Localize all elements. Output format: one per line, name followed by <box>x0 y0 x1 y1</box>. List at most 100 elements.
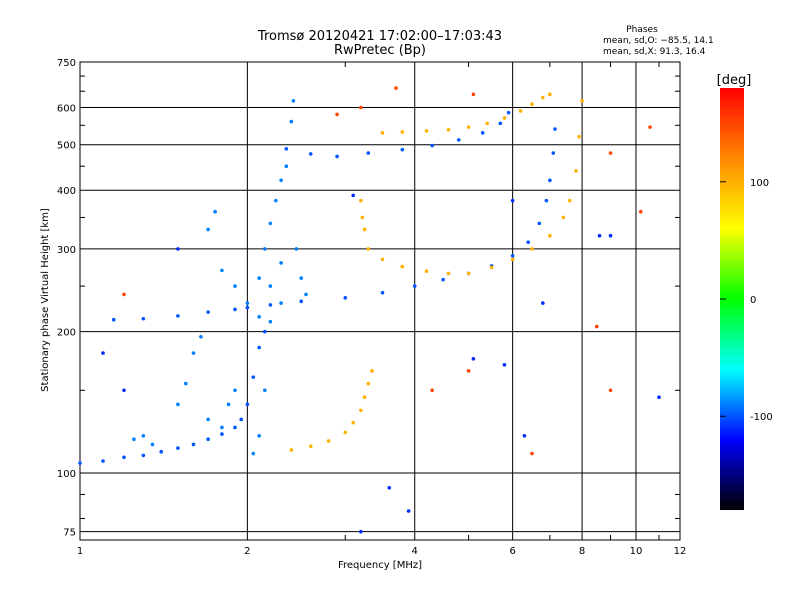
data-point <box>424 129 429 133</box>
data-point <box>279 301 283 305</box>
data-point <box>446 271 451 276</box>
data-point <box>226 402 231 407</box>
data-point <box>251 375 256 379</box>
data-point <box>466 125 471 129</box>
data-point <box>441 277 445 282</box>
data-point <box>335 154 339 159</box>
data-point <box>206 437 210 442</box>
x-tick-label: 4 <box>412 546 418 557</box>
data-point <box>176 314 180 318</box>
data-point <box>430 143 434 148</box>
data-point <box>351 193 355 198</box>
data-point <box>446 127 451 132</box>
data-point <box>471 92 476 97</box>
data-point <box>518 109 523 113</box>
data-point <box>111 317 116 322</box>
data-point <box>220 432 224 436</box>
data-point <box>608 388 613 393</box>
data-point <box>251 451 256 456</box>
data-point <box>366 381 371 386</box>
phase-stats-x: mean, sd,X: 91.3, 16.4 <box>603 47 706 57</box>
data-point <box>245 301 250 305</box>
data-point <box>308 152 313 156</box>
data-point <box>284 164 289 168</box>
data-point <box>233 284 237 288</box>
data-point <box>199 334 203 339</box>
data-point <box>206 227 210 232</box>
data-point <box>510 257 515 262</box>
data-point <box>141 434 146 438</box>
data-point <box>299 299 304 304</box>
data-point <box>412 284 417 288</box>
data-point <box>78 461 82 465</box>
data-point <box>220 425 224 430</box>
data-point <box>406 509 411 513</box>
data-point <box>548 92 552 97</box>
phase-stats-heading: Phases <box>626 25 658 35</box>
data-point <box>530 247 534 251</box>
data-point <box>530 451 534 456</box>
data-point <box>400 147 405 152</box>
colorbar-label: [deg] <box>717 73 752 88</box>
data-point <box>279 261 283 265</box>
y-tick-label: 500 <box>57 141 76 152</box>
data-point <box>537 221 542 226</box>
data-point <box>471 357 476 361</box>
data-point <box>233 307 237 312</box>
data-point <box>268 319 273 324</box>
data-point <box>206 417 210 422</box>
x-tick-label: 8 <box>579 546 585 557</box>
data-point <box>380 257 385 262</box>
data-point <box>159 449 164 454</box>
data-point <box>526 240 531 245</box>
data-point <box>294 247 299 251</box>
data-point <box>268 284 273 288</box>
x-axis-label: Frequency [MHz] <box>338 560 422 571</box>
colorbar-tick-label: -100 <box>750 412 773 423</box>
data-point <box>608 233 613 238</box>
data-point <box>291 99 296 103</box>
data-point <box>424 269 429 273</box>
data-point <box>551 151 556 155</box>
data-point <box>366 151 371 155</box>
data-point <box>360 215 365 220</box>
data-point <box>268 303 273 307</box>
x-tick-label: 1 <box>77 546 83 557</box>
data-point <box>233 425 237 430</box>
chart-subtitle: RwPretec (Bp) <box>334 43 426 58</box>
data-point <box>480 131 485 135</box>
y-tick-label: 750 <box>57 58 76 69</box>
x-tick-label: 10 <box>630 546 643 557</box>
y-axis-label: Stationary phase Virtual Height [km] <box>40 208 51 392</box>
data-point <box>191 442 196 447</box>
data-point <box>657 395 661 400</box>
data-point <box>359 529 363 534</box>
data-point <box>466 271 471 276</box>
data-point <box>594 324 599 329</box>
data-point <box>268 221 273 226</box>
y-tick-label: 200 <box>57 328 76 339</box>
data-point <box>245 402 250 407</box>
data-point <box>263 388 267 393</box>
colorbar: 100 0 -100 <box>720 88 773 510</box>
data-point <box>366 247 371 251</box>
data-point <box>510 198 515 203</box>
plot-frame <box>79 61 681 541</box>
data-point <box>213 209 217 214</box>
data-point <box>101 459 105 463</box>
data-point <box>530 102 534 106</box>
data-point <box>326 439 331 443</box>
data-point <box>245 305 250 310</box>
data-point <box>541 301 545 305</box>
data-point <box>279 178 283 183</box>
data-point <box>122 455 126 460</box>
data-point <box>274 198 278 203</box>
data-point <box>289 448 294 452</box>
data-point <box>122 388 126 393</box>
data-point <box>263 329 267 334</box>
data-point <box>608 151 613 155</box>
data-point <box>597 233 602 238</box>
data-point <box>359 198 363 203</box>
data-point <box>506 110 511 115</box>
